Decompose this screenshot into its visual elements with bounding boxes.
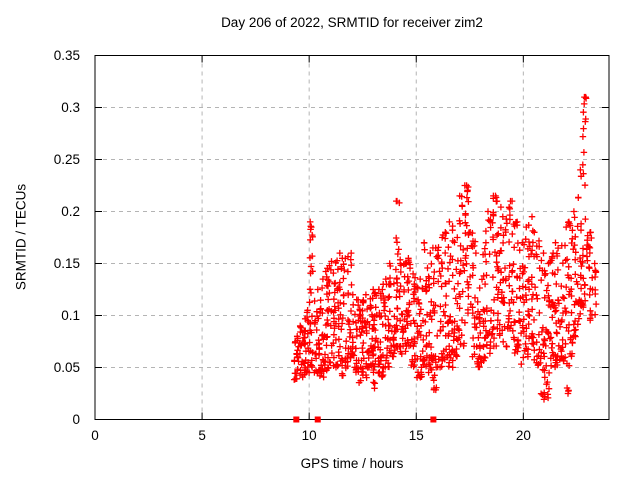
y-tick-label: 0.15: [54, 256, 80, 271]
scatter-plus-markers: [290, 93, 600, 403]
y-tick-label: 0: [72, 412, 80, 427]
x-tick-label: 10: [302, 428, 317, 443]
x-tick-label: 0: [91, 428, 99, 443]
x-axis-label: GPS time / hours: [300, 456, 404, 471]
baseline-event-marker: [314, 416, 321, 423]
y-tick-label: 0.2: [61, 204, 80, 219]
chart-title: Day 206 of 2022, SRMTID for receiver zim…: [221, 15, 483, 30]
x-tick-label: 20: [516, 428, 531, 443]
y-tick-label: 0.25: [54, 152, 80, 167]
plot-frame: [94, 55, 610, 420]
x-tick-label: 5: [198, 428, 206, 443]
baseline-event-marker: [430, 416, 437, 423]
y-tick-label: 0.35: [54, 48, 80, 63]
y-tick-label: 0.1: [61, 308, 80, 323]
baseline-event-marker: [293, 416, 300, 423]
x-tick-label: 15: [409, 428, 424, 443]
y-tick-label: 0.3: [61, 100, 80, 115]
y-tick-label: 0.05: [54, 360, 80, 375]
